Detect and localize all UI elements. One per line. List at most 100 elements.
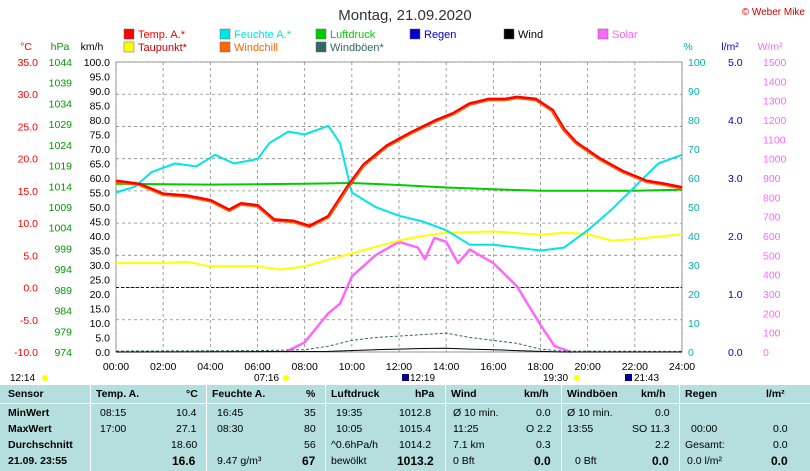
solar-tick-label: 900 [763, 173, 781, 185]
legend-label: Solar [612, 29, 638, 41]
solar-tick-label: 1500 [763, 57, 787, 69]
sunrise-icon [283, 375, 289, 381]
max-temp-value: 27.1 [176, 423, 197, 435]
solar-tick-label: 1300 [763, 96, 787, 108]
pressure-tick-label: 1009 [49, 202, 73, 214]
pressure-tick-label: 984 [54, 306, 72, 318]
legend-swatch [123, 28, 135, 40]
humidity-tick-label: 70 [688, 144, 700, 156]
solar-tick-label: 1400 [763, 76, 787, 88]
weather-chart: Montag, 21.09.2020 © Weber Mike Temp. A.… [10, 7, 805, 384]
min-press-value: 1012.8 [399, 407, 432, 419]
humidity-tick-label: 90 [688, 86, 700, 98]
cur-wind-bft: 0 Bft [453, 455, 475, 467]
x-tick-label: 08:00 [292, 361, 318, 373]
temp-tick-label: 25.0 [18, 121, 39, 133]
x-tick-label: 20:00 [575, 361, 601, 373]
humidity-unit: % [683, 41, 692, 53]
header-humidity-unit: % [306, 388, 316, 400]
temp-unit: °C [20, 41, 32, 53]
x-tick-label: 16:00 [480, 361, 506, 373]
temp-tick-label: 0.0 [23, 283, 38, 295]
x-tick-label: 00:00 [103, 361, 129, 373]
cur-press-label: bewölkt [331, 455, 367, 467]
temp-tick-label: 30.0 [18, 89, 39, 101]
rain-tick-label: 5.0 [728, 57, 743, 69]
header-pressure-unit: hPa [415, 388, 435, 400]
temp-tick-label: 10.0 [18, 218, 39, 230]
solar-tick-label: 400 [763, 270, 781, 282]
legend-swatch [409, 28, 421, 40]
min-gust-value: 0.0 [655, 407, 670, 419]
pressure-tick-label: 1004 [49, 223, 73, 235]
x-tick-label: 22:00 [622, 361, 648, 373]
pressure-tick-label: 994 [54, 264, 72, 276]
chart-legend: Temp. A.* Feuchte A.* Luftdruck Regen Wind So… [123, 28, 638, 54]
x-tick-label: 24:00 [669, 361, 695, 373]
legend-label: Regen [424, 29, 456, 41]
max-wind-time: 11:25 [453, 423, 479, 435]
series-temp-a-line [115, 95, 683, 229]
max-hum-value: 80 [304, 423, 316, 435]
speed-tick-label: 25.0 [90, 275, 111, 287]
series-solar-line [285, 236, 572, 354]
header-wind-unit: km/h [524, 388, 549, 400]
statistics-table: Sensor Temp. A. °C Feuchte A. % Luftdruc… [0, 385, 810, 471]
humidity-tick-label: 30 [688, 260, 700, 272]
sun-times-bar: 12:14 07:16 12:19 19:30 21:43 [10, 373, 659, 384]
min-gust-label: Ø 10 min. [567, 407, 613, 419]
min-temp-value: 10.4 [176, 407, 197, 419]
speed-tick-label: 5.0 [95, 333, 110, 345]
avg-hum-value: 56 [304, 439, 316, 451]
legend-label: Windchill [234, 42, 278, 54]
header-pressure: Luftdruck [331, 388, 380, 400]
series-luftdruck-line [115, 182, 683, 192]
speed-tick-label: 70.0 [90, 144, 111, 156]
speed-tick-label: 75.0 [90, 130, 111, 142]
temp-tick-label: 5.0 [23, 250, 38, 262]
rain-unit: l/m² [721, 41, 739, 53]
temp-tick-label: -5.0 [20, 315, 38, 327]
max-rain-value: 0.0 [773, 423, 788, 435]
cur-hum-abs: 9.47 g/m³ [217, 455, 262, 467]
header-sensor: Sensor [8, 388, 44, 400]
x-tick-label: 10:00 [339, 361, 365, 373]
solar-tick-label: 0 [763, 347, 769, 359]
max-press-value: 1015.4 [399, 423, 432, 435]
solar-tick-label: 500 [763, 250, 781, 262]
header-gust-unit: km/h [641, 388, 666, 400]
pressure-tick-label: 974 [54, 347, 72, 359]
rain-tick-label: 0.0 [728, 347, 743, 359]
rain-tick-label: 4.0 [728, 115, 743, 127]
speed-tick-label: 80.0 [90, 115, 111, 127]
x-tick-label: 14:00 [433, 361, 459, 373]
solar-unit: W/m² [757, 41, 783, 53]
legend-swatch [597, 28, 609, 40]
cur-rain-value: 0.0 [771, 454, 788, 468]
header-temp: Temp. A. [96, 388, 140, 400]
avg-wind-value: 0.3 [536, 439, 551, 451]
humidity-tick-label: 50 [688, 202, 700, 214]
min-press-time: 19:35 [336, 407, 363, 419]
series-feuchte-a-line [115, 124, 683, 252]
speed-tick-label: 100.0 [84, 57, 110, 69]
axis-units: °C hPa km/h % l/m² W/m² [20, 41, 783, 53]
row-min-label: MinWert [8, 407, 50, 419]
speed-tick-label: 95.0 [90, 72, 111, 84]
speed-tick-label: 50.0 [90, 202, 111, 214]
max-temp-time: 17:00 [100, 423, 127, 435]
header-humidity: Feuchte A. [212, 388, 266, 400]
speed-tick-label: 65.0 [90, 159, 111, 171]
solar-tick-label: 300 [763, 289, 781, 301]
humidity-tick-label: 40 [688, 231, 700, 243]
plot-grid [115, 61, 683, 353]
pressure-tick-label: 989 [54, 285, 72, 297]
min-hum-time: 16:45 [217, 407, 244, 419]
cur-press-value: 1013.2 [397, 454, 434, 468]
cur-rain-rate: 0.0 l/m² [687, 455, 723, 467]
humidity-tick-label: 0 [688, 347, 694, 359]
pressure-tick-label: 1039 [49, 78, 73, 90]
sunrise-label: 07:16 [254, 373, 279, 384]
sun-icon-left [42, 375, 48, 381]
speed-tick-label: 30.0 [90, 260, 111, 272]
